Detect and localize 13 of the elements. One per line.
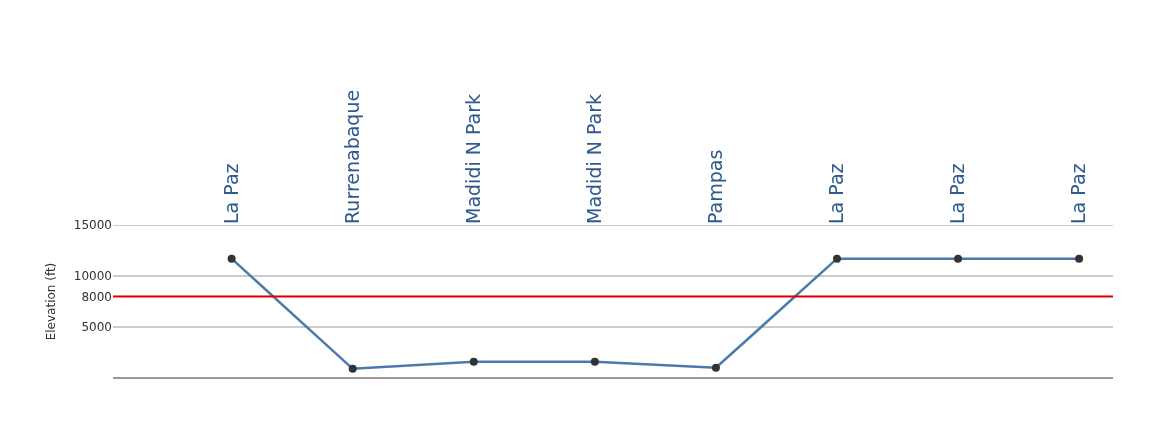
- x-tick-label: Rurrenabaque: [340, 89, 363, 224]
- x-tick-label: Madidi N Park: [583, 93, 606, 224]
- x-tick-label: La Paz: [825, 163, 848, 224]
- x-tick-label: La Paz: [1067, 163, 1090, 224]
- x-tick-label: La Paz: [219, 163, 242, 224]
- x-tick-label: Madidi N Park: [461, 93, 484, 224]
- y-tick-label: 8000: [81, 289, 112, 304]
- y-tick-label: 10000: [73, 269, 112, 284]
- y-tick-label: 15000: [73, 218, 112, 233]
- y-axis-title: Elevation (ft): [44, 262, 59, 341]
- x-tick-label: La Paz: [946, 163, 969, 224]
- y-tick-label: 5000: [81, 320, 112, 335]
- x-tick-label: Pampas: [704, 149, 727, 224]
